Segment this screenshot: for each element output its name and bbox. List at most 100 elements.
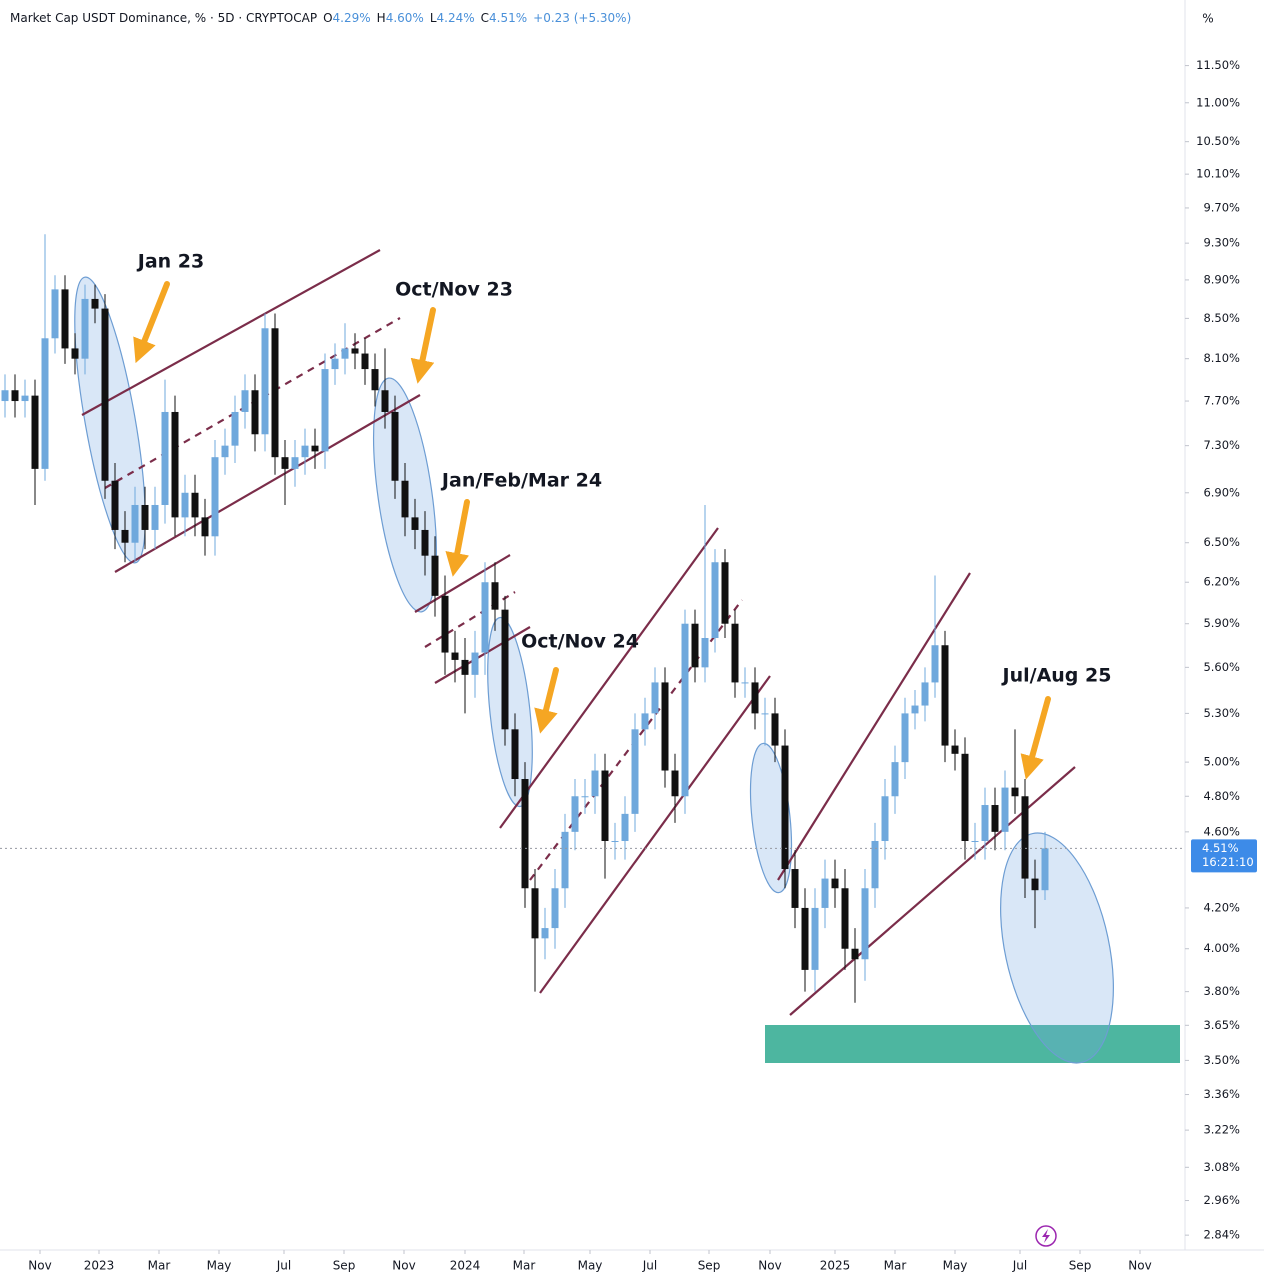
candle-body [441,595,449,653]
candle-body [371,369,379,391]
annotation: Oct/Nov 23 [395,279,513,301]
x-tick-label: Sep [1069,1259,1092,1273]
candle-body [461,659,469,675]
candle-body [891,762,899,797]
candles [1,234,1049,1003]
candle-body [901,713,909,763]
x-tick-label: Mar [148,1259,171,1273]
candle-body [61,289,69,349]
candle-body [111,480,119,530]
x-tick-label: Mar [884,1259,907,1273]
y-tick-label: 6.50% [1203,535,1240,549]
candle-body [71,348,79,359]
candle-body [131,504,139,543]
lightning-icon[interactable] [1035,1225,1057,1247]
candle-body [691,623,699,668]
highlight-ellipse [74,276,146,564]
candle-body [961,753,969,841]
ohlc-value: 4.29% [333,11,371,25]
candle-body [21,395,29,402]
highlight-ellipse [487,616,533,808]
ohlc-label: C [481,11,489,25]
candle-body [331,358,339,370]
candle-body [651,682,659,714]
countdown: 16:21:10 [1202,855,1254,869]
y-tick-label: 3.50% [1203,1053,1240,1067]
x-tick-label: May [943,1259,968,1273]
candle-body [351,348,359,354]
candle-body [81,298,89,359]
trend-line [434,626,531,684]
highlight-ellipse [749,742,793,894]
candle-body [481,582,489,653]
candle-body [811,907,819,970]
ohlc-value: 4.60% [386,11,424,25]
candle-body [781,745,789,870]
ohlc-label: O [323,11,332,25]
candle-body [151,504,159,530]
candle-body [591,770,599,797]
candle-body [951,745,959,754]
candle-body [91,298,99,309]
candle-body [241,390,249,412]
y-tick-label: 11.00% [1196,95,1240,109]
x-tick-label: 2025 [820,1259,851,1273]
candle-body [431,555,439,596]
arrow [534,667,559,734]
arrow [1020,696,1051,780]
y-tick-label: 8.50% [1203,311,1240,325]
trend-line [499,527,719,829]
candle-body [871,840,879,889]
candle-body [561,831,569,889]
candle-body [741,682,749,684]
y-tick-label: 2.84% [1203,1228,1240,1242]
ohlc-label: L [430,11,437,25]
candle-body [311,445,319,452]
candle-body [191,492,199,518]
candle-body [801,907,809,970]
candle-body [701,638,709,668]
trend-line [539,675,771,994]
y-tick-label: 4.00% [1203,941,1240,955]
candle-body [861,888,869,960]
candle-body [851,948,859,960]
candle-body [671,770,679,797]
candle-body [101,308,109,481]
candle-body [141,504,149,530]
y-tick-label: 8.90% [1203,272,1240,286]
candle-body [1001,787,1009,832]
trend-line [424,591,516,648]
x-tick-label: Sep [333,1259,356,1273]
candle-body [581,796,589,798]
x-tick-label: Sep [698,1259,721,1273]
y-tick-label: 5.90% [1203,616,1240,630]
candle-body [511,729,519,780]
candle-body [1031,878,1039,891]
trend-line [81,249,381,416]
y-tick-label: 6.90% [1203,485,1240,499]
candle-body [181,492,189,518]
candle-body [281,457,289,469]
candle-body [611,840,619,842]
y-tick-label: 3.65% [1203,1018,1240,1032]
candle-body [1011,787,1019,797]
y-tick-label: 8.10% [1203,351,1240,365]
candle-body [221,445,229,458]
x-tick-label: Nov [758,1259,781,1273]
candle-body [341,348,349,359]
annotation: Jan 23 [136,251,204,273]
x-tick-label: Jul [642,1259,657,1273]
price-label-box [1191,839,1257,873]
candle-body [401,480,409,518]
arrow [445,499,470,577]
candle-body [161,411,169,505]
chart-title: Market Cap USDT Dominance, % · 5D · CRYP… [10,11,317,25]
y-tick-label: 5.60% [1203,660,1240,674]
candle-body [231,411,239,446]
candle-body [531,888,539,939]
candle-body [501,609,509,730]
change: +0.23 (+5.30%) [533,11,631,25]
candle-body [1,390,9,402]
